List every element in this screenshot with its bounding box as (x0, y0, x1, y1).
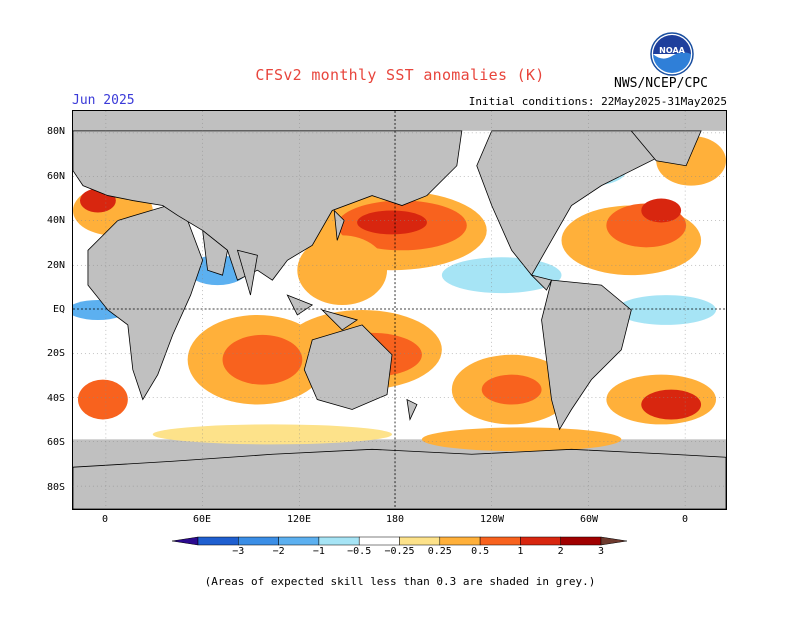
colorbar-swatch (318, 536, 360, 546)
colorbar-label: −1 (312, 546, 325, 557)
colorbar-swatch (560, 536, 602, 546)
colorbar-swatch (358, 536, 400, 546)
colorbar-swatch (278, 536, 320, 546)
lon-label: 120W (479, 514, 505, 525)
skill-note: (Areas of expected skill less than 0.3 a… (204, 575, 596, 588)
color-scale-bar (172, 536, 627, 546)
forecast-month: Jun 2025 (72, 93, 135, 108)
lat-label: EQ (52, 304, 65, 315)
colorbar-label: 2 (557, 546, 564, 557)
initial-conditions: Initial conditions: 22May2025-31May2025 (468, 95, 727, 108)
colorbar-label: 0.5 (471, 546, 490, 557)
lat-label: 20N (46, 260, 65, 271)
colorbar-swatch (439, 536, 481, 546)
lat-label: 40N (46, 215, 65, 226)
colorbar-label: 3 (597, 546, 605, 557)
lat-label: 20S (46, 348, 65, 359)
colorbar-label: −0.25 (384, 546, 415, 557)
lat-label: 40S (46, 393, 65, 404)
colorbar-label: 0.25 (427, 546, 452, 557)
colorbar-swatch (197, 536, 239, 546)
map-title: CFSv2 monthly SST anomalies (K) (255, 66, 545, 84)
colorbar-swatch (520, 536, 561, 546)
colorbar-label: −3 (232, 546, 245, 557)
colorbar-label: −2 (272, 546, 285, 557)
lon-label: 0 (101, 514, 109, 525)
sst-anomaly-map (72, 110, 727, 510)
logo-text: NOAA (659, 46, 685, 55)
colorbar-swatch (479, 536, 521, 546)
noaa-logo: NOAA (650, 32, 694, 76)
colorbar-swatch (399, 536, 441, 546)
lat-label: 60S (46, 437, 65, 448)
lat-label: 80S (46, 482, 65, 493)
lon-label: 60E (192, 514, 212, 525)
lat-label: 60N (46, 171, 65, 182)
colorbar-swatch (600, 536, 627, 546)
colorbar-label: −0.5 (347, 546, 372, 557)
lat-label: 80N (46, 126, 65, 137)
lon-label: 0 (681, 514, 689, 525)
lon-label: 60W (579, 514, 599, 525)
land-masses (73, 130, 726, 509)
colorbar-swatch (172, 536, 199, 546)
agency-label: NWS/NCEP/CPC (614, 76, 708, 91)
lon-label: 180 (385, 514, 405, 525)
colorbar-label: 1 (517, 546, 524, 557)
lon-label: 120E (286, 514, 312, 525)
colorbar-swatch (238, 536, 279, 546)
